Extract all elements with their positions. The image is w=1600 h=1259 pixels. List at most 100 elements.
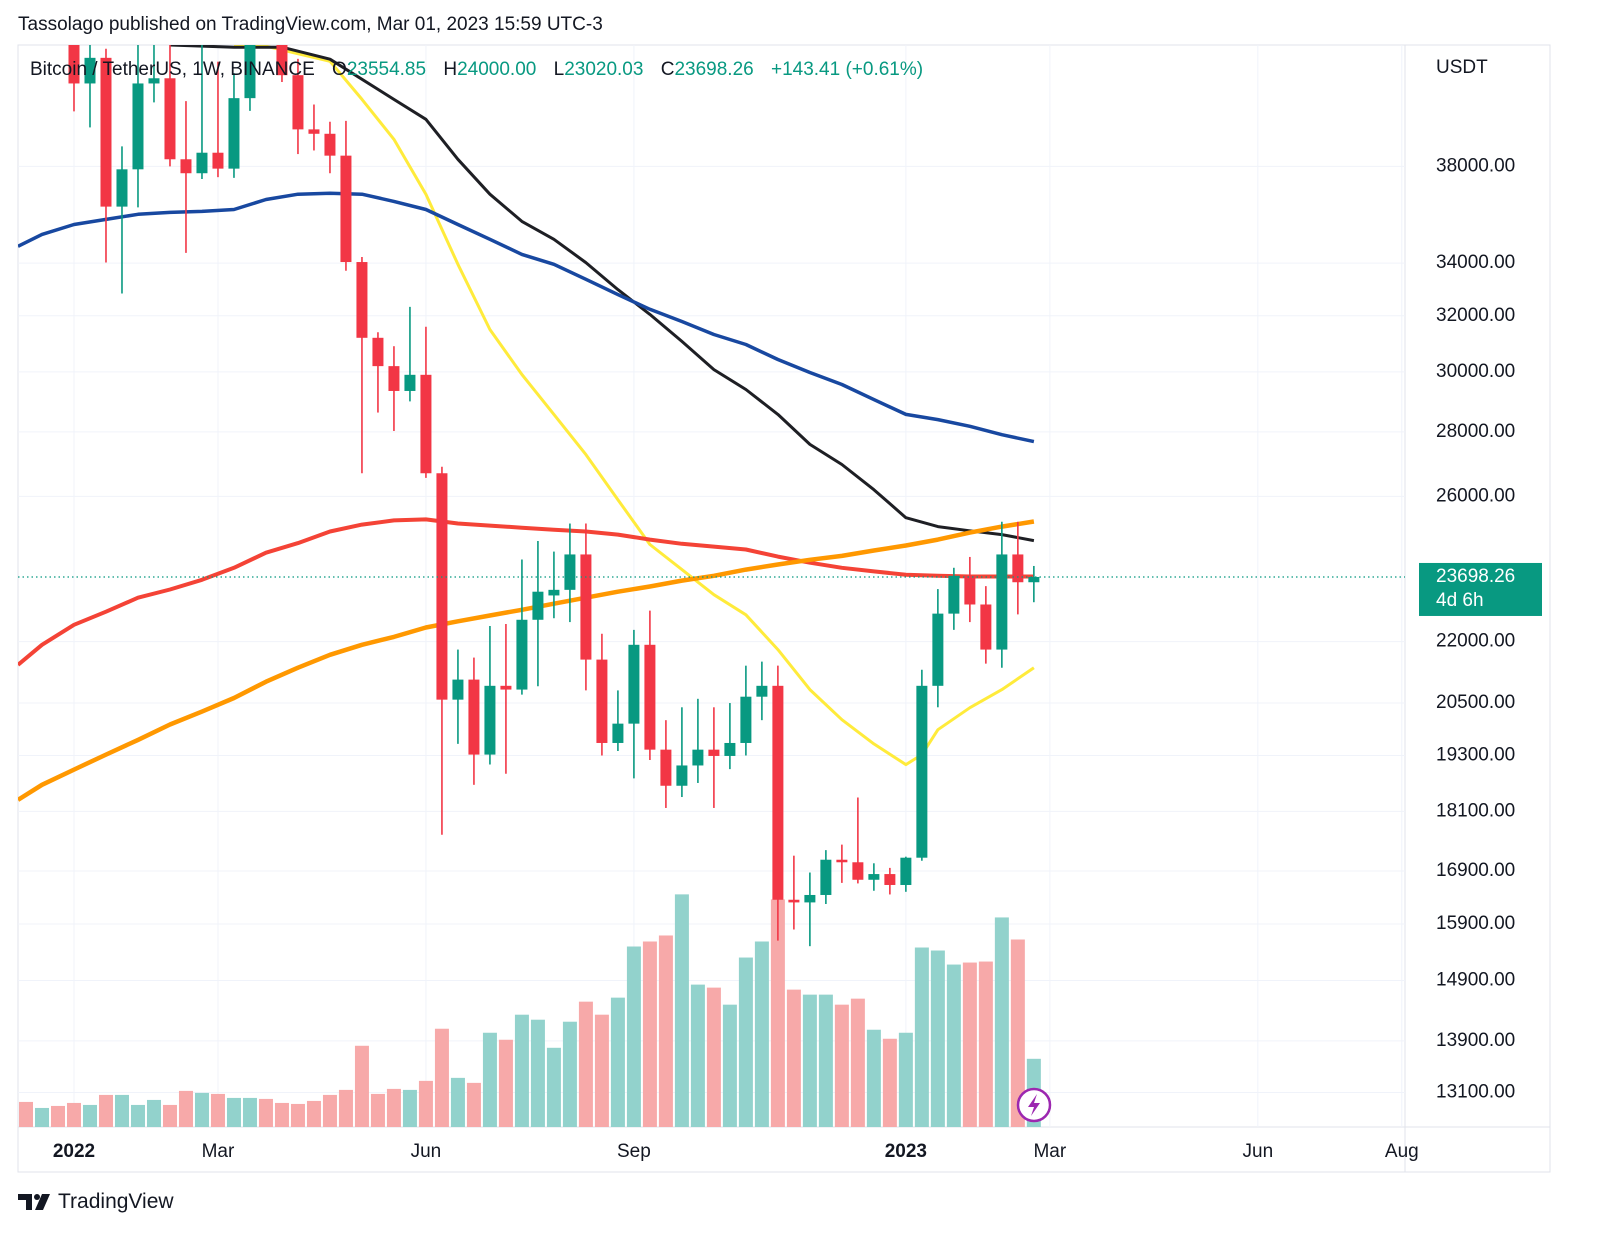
candle-body — [356, 262, 368, 338]
legend-value: 23554.85 — [346, 59, 427, 80]
volume-bar — [210, 1093, 225, 1127]
volume-bar — [402, 1089, 417, 1127]
y-tick-label: 28000.00 — [1436, 421, 1515, 442]
volume-bar — [706, 987, 721, 1127]
candle-body — [852, 862, 864, 880]
volume-bar — [466, 1082, 481, 1127]
publish-header: Tassolago published on TradingView.com, … — [18, 14, 603, 35]
candle-body — [580, 554, 592, 660]
x-tick-label: Sep — [617, 1141, 651, 1162]
volume-bar — [178, 1090, 193, 1127]
candle-body — [324, 133, 336, 156]
volume-bar — [322, 1094, 337, 1127]
axes: 38000.00 34000.00 32000.00 30000.00 28000.00… — [18, 155, 1542, 1162]
candle-body — [932, 613, 944, 686]
legend-value: 23698.26 — [674, 59, 754, 80]
volume-bar — [194, 1092, 209, 1127]
candle-body — [388, 366, 400, 391]
candle-body — [116, 169, 128, 207]
x-tick-label: 2022 — [53, 1141, 95, 1162]
volume-bar — [978, 961, 993, 1127]
x-tick-label: Jun — [411, 1141, 442, 1162]
candle-body — [676, 765, 688, 786]
legend-change: +143.41 (+0.61%) — [770, 59, 924, 80]
currency-label: USDT — [1436, 57, 1488, 78]
y-tick-label: 20500.00 — [1436, 692, 1515, 713]
candle-body — [308, 129, 320, 134]
legend: Bitcoin / TetherUS, 1W, BINANCE O23554.8… — [30, 59, 923, 81]
candle-body — [500, 685, 512, 690]
volume-bar — [162, 1104, 177, 1127]
candle-body — [772, 685, 784, 900]
y-tick-label: 38000.00 — [1436, 155, 1515, 176]
y-tick-label: 13900.00 — [1436, 1030, 1515, 1051]
candle-body — [100, 57, 112, 207]
candle-body — [964, 575, 976, 605]
volume-bar — [786, 989, 801, 1127]
candle-body — [1028, 576, 1040, 583]
volume-bar — [514, 1014, 529, 1127]
volume-bar — [498, 1039, 513, 1127]
volume-bar — [562, 1021, 577, 1127]
alert-icon — [1016, 1087, 1052, 1123]
candle-body — [996, 554, 1008, 650]
volume-bar — [594, 1014, 609, 1127]
candle-body — [916, 685, 928, 858]
candle-body — [612, 723, 624, 743]
volume-bar — [146, 1099, 161, 1127]
y-tick-label: 14900.00 — [1436, 970, 1515, 991]
candle-body — [596, 659, 608, 743]
candle-body — [292, 75, 304, 130]
candle-body — [148, 78, 160, 84]
candle-body — [244, 45, 256, 99]
candle-body — [468, 679, 480, 755]
candle-body — [644, 644, 656, 750]
candle-body — [628, 644, 640, 724]
volume-bar — [610, 997, 625, 1127]
candle-body — [740, 696, 752, 743]
volume-bar — [546, 1047, 561, 1127]
x-tick-label: Jun — [1243, 1141, 1274, 1162]
volume-bar — [962, 962, 977, 1127]
candle-body — [372, 337, 384, 367]
legend-key: C — [660, 59, 675, 80]
candle-body — [948, 575, 960, 614]
bar-countdown: 4d 6h — [1436, 590, 1484, 611]
x-tick-label: 2023 — [885, 1141, 927, 1162]
brand[interactable]: TradingView — [18, 1190, 174, 1214]
volume-bar — [98, 1094, 113, 1127]
candle-body — [708, 749, 720, 756]
legend-value: 24000.00 — [457, 59, 537, 80]
candle-body — [868, 874, 880, 880]
candle-body — [788, 899, 800, 903]
candle-body — [548, 589, 560, 596]
volume-bar — [898, 1032, 913, 1127]
candle-body — [228, 98, 240, 169]
candle-body — [180, 159, 192, 174]
candle-body — [420, 374, 432, 474]
candle-body — [820, 859, 832, 895]
volume-bar — [754, 941, 769, 1127]
x-tick-label: Mar — [1033, 1141, 1066, 1162]
candle-body — [532, 591, 544, 620]
candle-body — [196, 152, 208, 174]
volume-bar — [850, 998, 865, 1127]
y-tick-label: 15900.00 — [1436, 913, 1515, 934]
chart-frame — [17, 44, 1551, 1173]
legend-key: O — [332, 59, 347, 80]
volume-bar — [690, 984, 705, 1127]
candle-body — [900, 857, 912, 885]
candle-body — [1012, 554, 1024, 583]
candle-body — [84, 57, 96, 84]
volume-bar — [306, 1100, 321, 1127]
candle-body — [516, 619, 528, 690]
x-tick-label: Mar — [202, 1141, 235, 1162]
brand-name: TradingView — [58, 1190, 174, 1213]
volume-bar — [738, 957, 753, 1127]
candle-body — [436, 473, 448, 700]
volume-bar — [642, 941, 657, 1127]
volume-bar — [434, 1028, 449, 1127]
symbol-title: Bitcoin / TetherUS, 1W, BINANCE — [30, 59, 315, 80]
candle-body — [164, 78, 176, 160]
brand-logo — [18, 1194, 50, 1210]
